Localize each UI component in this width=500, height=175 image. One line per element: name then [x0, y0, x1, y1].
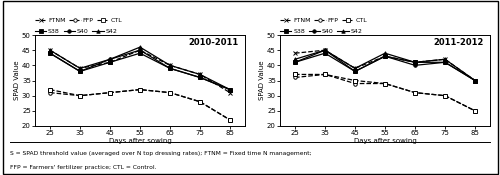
Text: 2011-2012: 2011-2012 — [434, 38, 484, 47]
Text: 2010-2011: 2010-2011 — [188, 38, 238, 47]
X-axis label: Days after sowing: Days after sowing — [354, 138, 416, 144]
Y-axis label: SPAD Value: SPAD Value — [14, 61, 20, 100]
X-axis label: Days after sowing: Days after sowing — [108, 138, 172, 144]
Legend: FTNM, FFP, CTL: FTNM, FFP, CTL — [280, 18, 367, 23]
Text: FFP = Farmers' fertilizer practice; CTL = Control.: FFP = Farmers' fertilizer practice; CTL … — [10, 164, 156, 170]
Y-axis label: SPAD Value: SPAD Value — [260, 61, 266, 100]
Text: S = SPAD threshold value (averaged over N top dressing rates); FTNM = Fixed time: S = SPAD threshold value (averaged over … — [10, 150, 312, 156]
Legend: FTNM, FFP, CTL: FTNM, FFP, CTL — [35, 18, 122, 23]
